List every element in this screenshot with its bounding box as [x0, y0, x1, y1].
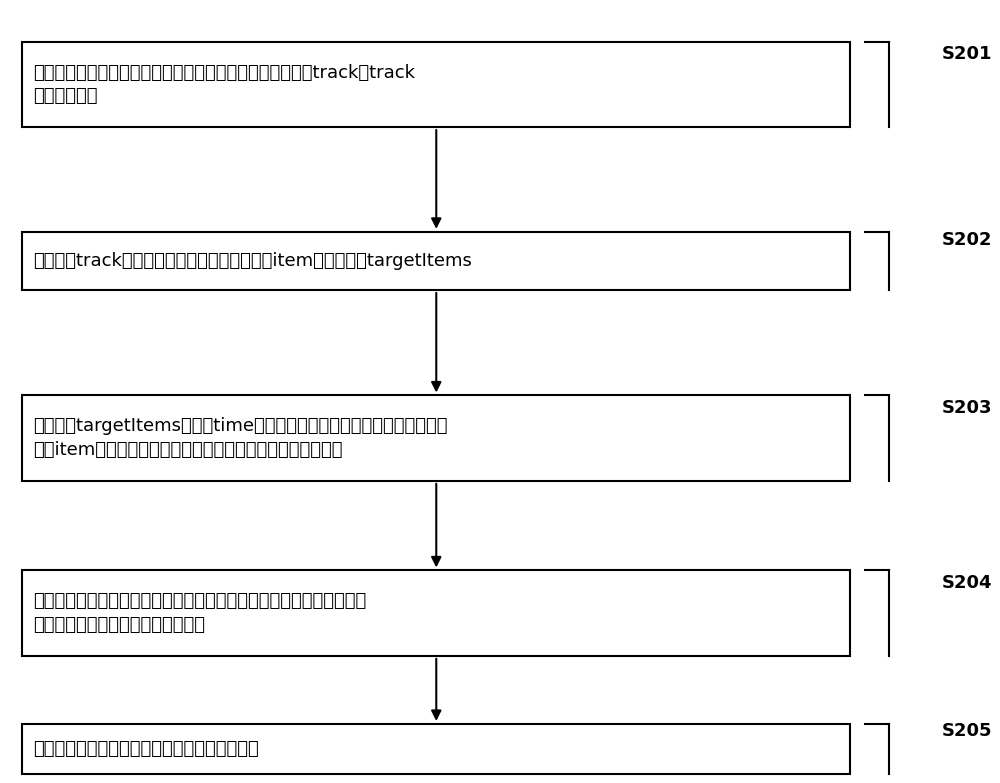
FancyBboxPatch shape	[22, 232, 850, 290]
Text: S204: S204	[942, 574, 993, 592]
FancyBboxPatch shape	[22, 723, 850, 774]
FancyBboxPatch shape	[22, 395, 850, 481]
Text: S203: S203	[942, 399, 993, 417]
Text: S201: S201	[942, 45, 993, 63]
Text: 通过所述时间线接收所述最终输出，对所述时间线上的所有的所述实现
效果进行顺序播放，输出为目标输出: 通过所述时间线接收所述最终输出，对所述时间线上的所有的所述实现 效果进行顺序播放…	[34, 592, 367, 634]
Text: S205: S205	[942, 723, 993, 741]
Text: S202: S202	[942, 232, 993, 250]
Text: 根据所述targetItems对应的time，获取对应的资源后，展示与对应资源相
关的item所持有的实现效果，并将所述实现效果作为最终输出: 根据所述targetItems对应的time，获取对应的资源后，展示与对应资源相…	[34, 417, 448, 459]
Text: 对所述目标输出通过所述渲染模块进行渲染显示: 对所述目标输出通过所述渲染模块进行渲染显示	[34, 740, 259, 758]
Text: 对所有的track根据时间获取将展示的至少一个item，并命名为targetItems: 对所有的track根据时间获取将展示的至少一个item，并命名为targetIt…	[34, 252, 472, 270]
FancyBboxPatch shape	[22, 570, 850, 656]
Text: 根据媒体结构模块通过时间线把当前需要展示的时间传递给track，track
数量至少一个: 根据媒体结构模块通过时间线把当前需要展示的时间传递给track，track 数量…	[34, 63, 416, 105]
FancyBboxPatch shape	[22, 41, 850, 127]
